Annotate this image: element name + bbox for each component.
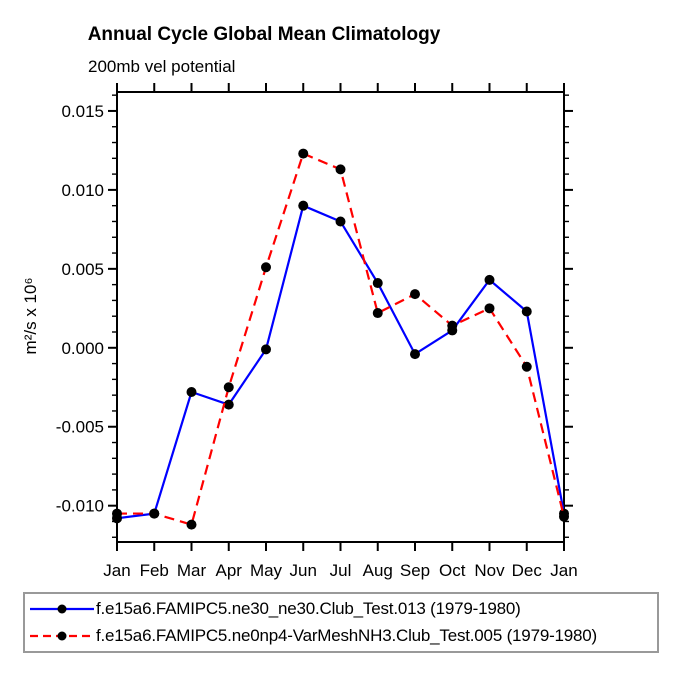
data-point-marker (410, 289, 420, 300)
legend-label: f.e15a6.FAMIPC5.ne30_ne30.Club_Test.013 … (96, 599, 521, 618)
legend-label: f.e15a6.FAMIPC5.ne0np4-VarMeshNH3.Club_T… (96, 626, 598, 645)
x-tick-label: Jul (330, 561, 352, 580)
x-tick-label: May (250, 561, 283, 580)
data-point-marker (223, 382, 234, 393)
x-tick-label: Aug (363, 561, 393, 580)
y-tick-label: -0.005 (56, 418, 104, 437)
data-point-marker (261, 262, 271, 273)
data-point-marker (298, 148, 309, 159)
data-point-marker (149, 508, 160, 519)
x-tick-label: Sep (400, 561, 430, 580)
data-point-marker (410, 349, 420, 360)
data-point-marker (186, 387, 197, 397)
data-point-marker (447, 320, 458, 331)
legend-swatch-dashed-line (30, 631, 94, 641)
legend-items: f.e15a6.FAMIPC5.ne30_ne30.Club_Test.013 … (29, 596, 657, 650)
data-point-marker (521, 306, 532, 317)
data-point-marker (484, 303, 495, 314)
x-tick-label: Apr (216, 561, 243, 580)
y-tick-label: 0.005 (61, 260, 104, 279)
y-tick-label: 0.015 (61, 102, 104, 121)
data-point-marker (186, 519, 197, 530)
data-point-marker (335, 216, 346, 227)
x-tick-label: Jan (550, 561, 577, 580)
data-point-marker (372, 278, 383, 289)
x-tick-label: Mar (177, 561, 207, 580)
x-tick-label: Feb (140, 561, 169, 580)
legend-swatch-solid-line (30, 604, 94, 614)
data-point-marker (223, 399, 234, 410)
x-tick-label: Jan (103, 561, 130, 580)
series-line-1 (117, 152, 566, 527)
plot-frame (116, 91, 565, 543)
x-tick-label: Oct (439, 561, 466, 580)
data-point-marker (298, 200, 309, 211)
chart-title: Annual Cycle Global Mean Climatology (87, 24, 441, 45)
data-point-marker (484, 274, 495, 285)
data-point-marker (335, 164, 346, 175)
legend: f.e15a6.FAMIPC5.ne30_ne30.Club_Test.013 … (23, 592, 659, 653)
data-point-marker (261, 344, 271, 355)
x-tick-label: Jun (290, 561, 317, 580)
y-tick-label: 0.010 (61, 181, 104, 200)
legend-marker-dot (57, 631, 67, 641)
legend-item-0: f.e15a6.FAMIPC5.ne30_ne30.Club_Test.013 … (29, 596, 657, 623)
x-tick-label: Dec (512, 561, 543, 580)
legend-item-1: f.e15a6.FAMIPC5.ne0np4-VarMeshNH3.Club_T… (29, 623, 657, 650)
x-tick-label: Nov (474, 561, 505, 580)
chart-subtitle: 200mb vel potential (88, 57, 236, 76)
plot-area: Jan Feb Mar Apr May Jun Jul Aug Sep Oct Nov Dec Jan 0… (56, 83, 578, 580)
data-point-marker (559, 511, 569, 522)
legend-marker-dot (57, 604, 67, 614)
series-line-0 (116, 204, 566, 520)
data-point-marker (372, 308, 383, 319)
data-point-marker (112, 508, 122, 519)
y-tick-label: 0.000 (61, 339, 104, 358)
y-tick-label: -0.010 (56, 497, 104, 516)
data-point-marker (521, 361, 532, 372)
